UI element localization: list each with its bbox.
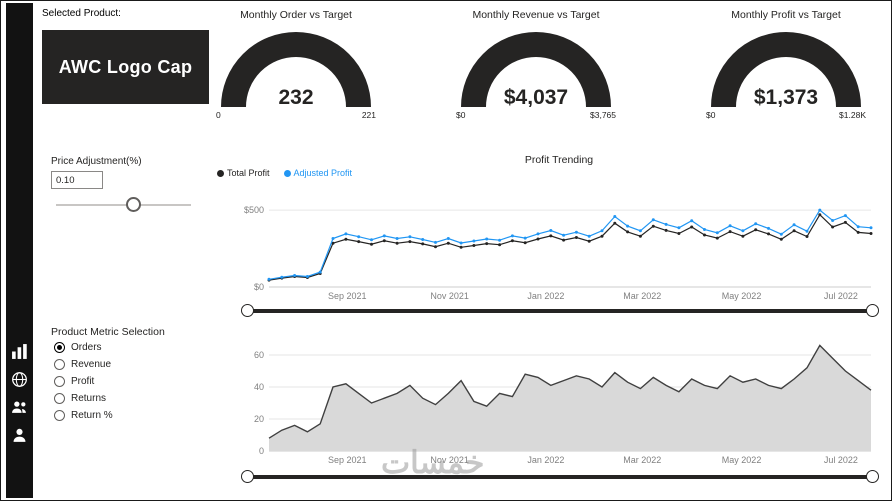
radio-revenue[interactable]: Revenue <box>54 359 113 370</box>
legend-item-adjusted-profit[interactable]: Adjusted Profit <box>283 168 353 178</box>
gauge-min: $0 <box>706 110 716 120</box>
gauge-title: Monthly Revenue vs Target <box>472 9 600 21</box>
svg-text:Jul 2022: Jul 2022 <box>824 291 858 301</box>
gauge-max: $3,765 <box>590 110 616 120</box>
range-handle-left[interactable] <box>241 470 254 483</box>
gauge-arc: $1,373 <box>711 32 861 107</box>
selected-product-card: AWC Logo Cap <box>42 30 209 104</box>
slider-track <box>56 204 191 206</box>
gauge-arc: $4,037 <box>461 32 611 107</box>
radio-label: Returns <box>71 393 107 404</box>
svg-text:0: 0 <box>259 446 264 456</box>
svg-text:$500: $500 <box>244 205 264 215</box>
radio-label: Revenue <box>71 359 112 370</box>
price-adjustment-label: Price Adjustment(%) <box>51 156 142 167</box>
svg-text:Jan 2022: Jan 2022 <box>527 455 564 465</box>
svg-text:Sep 2021: Sep 2021 <box>328 455 367 465</box>
person-icon[interactable] <box>11 427 28 444</box>
radio-button[interactable] <box>54 410 65 421</box>
svg-text:60: 60 <box>254 350 264 360</box>
radio-returns[interactable]: Returns <box>54 393 113 404</box>
gauge-profit-vs-target: Monthly Profit vs Target $1,373 $0 $1.28… <box>703 9 869 120</box>
legend-dot <box>283 169 291 177</box>
date-range-slider-top[interactable] <box>241 304 879 318</box>
radio-orders[interactable]: Orders <box>54 342 113 353</box>
svg-text:Nov 2021: Nov 2021 <box>430 455 469 465</box>
range-bar <box>247 475 873 479</box>
gauge-min: $0 <box>456 110 466 120</box>
radio-button[interactable] <box>54 359 65 370</box>
gauge-min: 0 <box>216 110 221 120</box>
svg-text:May 2022: May 2022 <box>722 291 762 301</box>
svg-text:Nov 2021: Nov 2021 <box>430 291 469 301</box>
svg-text:Jan 2022: Jan 2022 <box>527 291 564 301</box>
gauge-order-vs-target: Monthly Order vs Target 232 0 221 <box>213 9 379 120</box>
legend-dot <box>217 169 224 177</box>
legend-item-total-profit[interactable]: Total Profit <box>217 168 270 178</box>
gauge-max: 221 <box>361 110 376 120</box>
radio-button[interactable] <box>54 342 65 353</box>
radio-label: Orders <box>71 342 102 353</box>
gauge-arc: 232 <box>221 32 371 107</box>
legend-label: Adjusted Profit <box>293 168 353 178</box>
svg-text:Jul 2022: Jul 2022 <box>824 455 858 465</box>
profit-trending-title: Profit Trending <box>524 154 594 166</box>
product-name: AWC Logo Cap <box>58 56 193 77</box>
range-bar <box>247 309 873 313</box>
gauge-max: $1.28K <box>839 110 866 120</box>
svg-text:40: 40 <box>254 382 264 392</box>
chart-legend: Total Profit Adjusted Profit <box>217 168 352 178</box>
users-icon[interactable] <box>11 399 28 416</box>
radio-profit[interactable]: Profit <box>54 376 113 387</box>
price-adjustment-slider[interactable] <box>56 197 191 213</box>
svg-text:20: 20 <box>254 414 264 424</box>
range-handle-left[interactable] <box>241 304 254 317</box>
range-handle-right[interactable] <box>866 470 879 483</box>
radio-button[interactable] <box>54 393 65 404</box>
radio-return-pct[interactable]: Return % <box>54 410 113 421</box>
globe-icon[interactable] <box>11 371 28 388</box>
svg-text:May 2022: May 2022 <box>722 455 762 465</box>
gauge-value: $1,373 <box>753 86 819 107</box>
radio-label: Profit <box>71 376 95 387</box>
gauge-title: Monthly Order vs Target <box>240 9 352 21</box>
svg-text:Mar 2022: Mar 2022 <box>623 291 661 301</box>
legend-label: Total Profit <box>227 168 270 178</box>
metric-selection-list: Orders Revenue Profit Returns Return % <box>54 342 113 421</box>
radio-button[interactable] <box>54 376 65 387</box>
date-range-slider-bottom[interactable] <box>241 470 879 484</box>
sidebar-icon-group <box>6 343 33 444</box>
gauge-title: Monthly Profit vs Target <box>731 9 841 21</box>
svg-text:Sep 2021: Sep 2021 <box>328 291 367 301</box>
bar-chart-icon[interactable] <box>11 343 28 360</box>
profit-trending-chart[interactable]: $0 $500 Sep 2021 Nov 2021 Jan 2022 Mar 2022 Ma… <box>235 199 881 303</box>
sidebar <box>6 3 33 498</box>
slider-handle[interactable] <box>126 197 141 212</box>
svg-text:Mar 2022: Mar 2022 <box>623 455 661 465</box>
metric-selection-label: Product Metric Selection <box>51 326 165 338</box>
gauge-value: $4,037 <box>503 86 569 107</box>
price-adjustment-input[interactable] <box>51 171 103 189</box>
gauge-value: 232 <box>278 86 314 107</box>
gauge-revenue-vs-target: Monthly Revenue vs Target $4,037 $0 $3,7… <box>453 9 619 120</box>
orders-area-chart[interactable]: 0 20 40 60 Sep 2021 Nov 2021 Jan 2022 Mar 2022 M… <box>235 331 881 467</box>
svg-text:$0: $0 <box>254 282 264 292</box>
radio-label: Return % <box>71 410 113 421</box>
range-handle-right[interactable] <box>866 304 879 317</box>
selected-product-label: Selected Product: <box>42 8 121 19</box>
